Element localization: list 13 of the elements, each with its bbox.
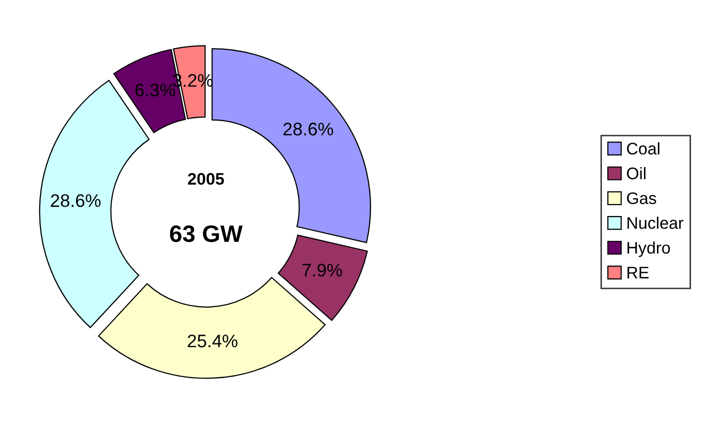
legend-label: RE (628, 266, 649, 278)
legend-label: Coal (627, 142, 660, 155)
legend-label: Hydro (628, 241, 670, 257)
data-label: 28.6% (283, 122, 334, 136)
text: 63 GW (170, 225, 243, 242)
text: 2005 (188, 172, 224, 185)
data-label: 7.9% (302, 264, 342, 277)
data-label: 6.3% (135, 84, 176, 96)
data-label: 25.4% (188, 334, 238, 348)
data-label: 28.6% (50, 194, 101, 208)
legend-label: Nuclear (628, 216, 684, 229)
legend-label: Gas (627, 192, 656, 204)
legend-label: Oil (626, 167, 646, 180)
